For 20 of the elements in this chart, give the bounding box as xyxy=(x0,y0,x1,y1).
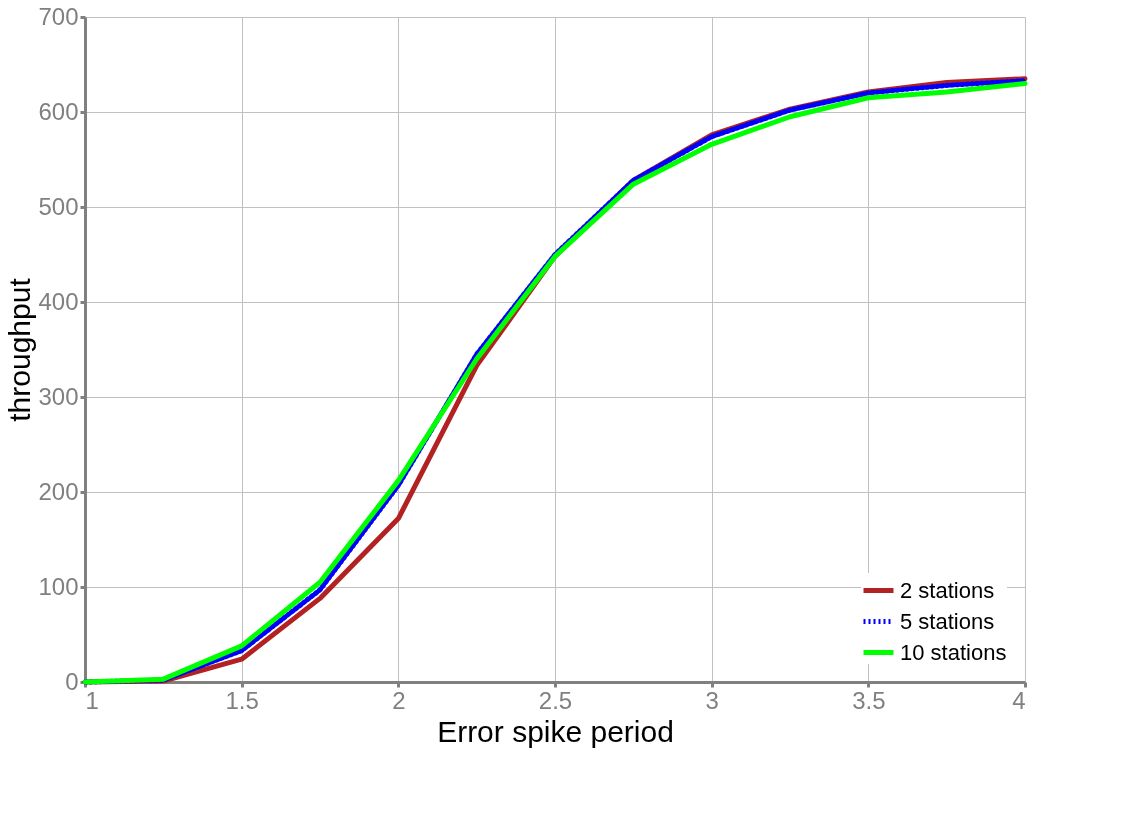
y-tick-label: 100 xyxy=(38,572,79,600)
x-tick-label: 1.5 xyxy=(225,686,259,714)
y-tick-label: 700 xyxy=(38,2,79,30)
legend-label: 10 stations xyxy=(900,639,1007,665)
y-tick-label: 300 xyxy=(38,382,79,410)
y-tick-label: 400 xyxy=(38,287,79,315)
legend-label: 5 stations xyxy=(900,608,995,634)
x-tick-label: 2 xyxy=(392,686,406,714)
x-tick-label: 3 xyxy=(705,686,719,714)
y-tick-label: 200 xyxy=(38,477,79,505)
x-tick-label: 3.5 xyxy=(852,686,886,714)
x-axis-title: Error spike period xyxy=(437,714,674,748)
x-tick-label: 2.5 xyxy=(538,686,573,714)
x-tick-label: 1 xyxy=(85,686,99,714)
y-tick-label: 500 xyxy=(38,192,79,220)
legend-label: 2 stations xyxy=(900,577,995,603)
x-tick-label: 4 xyxy=(1012,686,1026,714)
y-tick-label: 0 xyxy=(65,667,79,695)
y-tick-label: 600 xyxy=(38,97,79,125)
y-axis-title: throughput xyxy=(3,277,37,422)
